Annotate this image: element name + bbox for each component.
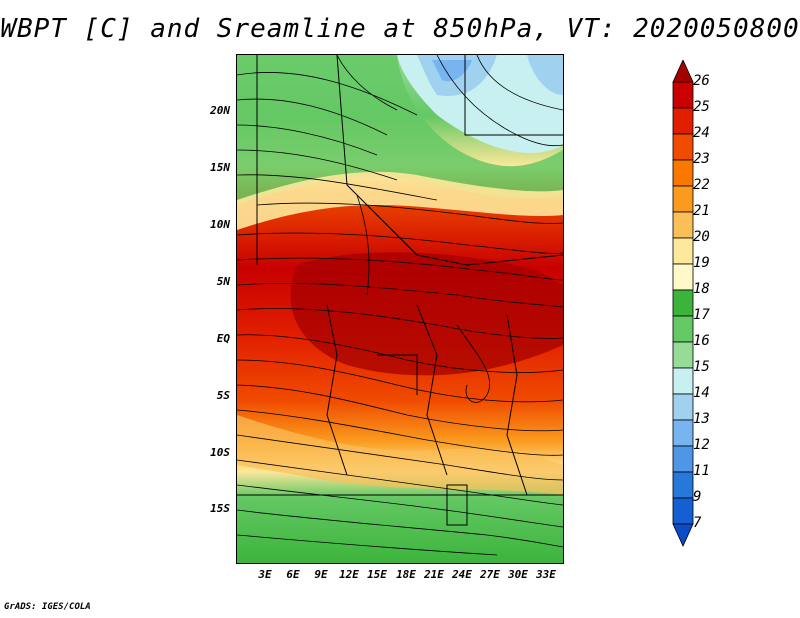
- colorbar-label: 14: [693, 385, 710, 401]
- colorbar-swatch: [672, 471, 694, 499]
- colorbar-label: 17: [693, 307, 710, 323]
- colorbar-swatch: [672, 497, 694, 525]
- colorbar-swatch: [672, 159, 694, 187]
- colorbar-swatch: [672, 237, 694, 265]
- colorbar-label: 20: [693, 229, 710, 245]
- lat-label-5n: 5N: [216, 275, 230, 288]
- colorbar-label: 18: [693, 281, 710, 297]
- map-panel: [236, 54, 564, 564]
- lon-label-33e: 33E: [536, 568, 556, 581]
- colorbar-label: 22: [693, 177, 710, 193]
- lon-label-18e: 18E: [396, 568, 416, 581]
- colorbar-label: 23: [693, 151, 710, 167]
- colorbar: [672, 60, 694, 547]
- colorbar-swatch: [672, 341, 694, 369]
- colorbar-swatch: [672, 81, 694, 109]
- lat-label-15s: 15S: [210, 502, 230, 515]
- colorbar-swatch: [672, 133, 694, 161]
- colorbar-bottom-arrow: [672, 523, 694, 547]
- lon-label-3e: 3E: [258, 568, 272, 581]
- lat-label-10s: 10S: [210, 446, 230, 459]
- lon-label-27e: 27E: [480, 568, 500, 581]
- colorbar-top-arrow: [672, 60, 694, 83]
- colorbar-label: 9: [693, 489, 702, 505]
- colorbar-label: 26: [693, 73, 710, 89]
- colorbar-label: 24: [693, 125, 710, 141]
- colorbar-swatch: [672, 315, 694, 343]
- streamlines: [237, 55, 563, 556]
- grads-credit: GrADS: IGES/COLA: [4, 602, 91, 612]
- colorbar-swatch: [672, 289, 694, 317]
- wbpt-field: [237, 55, 563, 563]
- colorbar-swatch: [672, 367, 694, 395]
- lon-label-24e: 24E: [452, 568, 472, 581]
- lon-label-21e: 21E: [424, 568, 444, 581]
- colorbar-swatch: [672, 393, 694, 421]
- colorbar-label: 25: [693, 99, 710, 115]
- country-borders: [237, 55, 563, 526]
- colorbar-swatch: [672, 263, 694, 291]
- colorbar-swatch: [672, 107, 694, 135]
- colorbar-label: 11: [693, 463, 710, 479]
- lon-label-9e: 9E: [314, 568, 328, 581]
- colorbar-swatch: [672, 419, 694, 447]
- lat-label-5s: 5S: [216, 389, 230, 402]
- lon-label-15e: 15E: [367, 568, 387, 581]
- lon-label-30e: 30E: [508, 568, 528, 581]
- colorbar-swatch: [672, 445, 694, 473]
- colorbar-label: 13: [693, 411, 710, 427]
- lat-label-15n: 15N: [210, 161, 230, 174]
- colorbar-swatch: [672, 211, 694, 239]
- lat-label-eq: EQ: [216, 332, 230, 345]
- map-title: WBPT [C] and Sreamline at 850hPa, VT: 20…: [0, 14, 800, 44]
- lat-label-10n: 10N: [210, 218, 230, 231]
- colorbar-label: 21: [693, 203, 710, 219]
- colorbar-swatch: [672, 185, 694, 213]
- lon-label-12e: 12E: [339, 568, 359, 581]
- lat-label-20n: 20N: [210, 104, 230, 117]
- colorbar-label: 15: [693, 359, 710, 375]
- colorbar-label: 16: [693, 333, 710, 349]
- colorbar-label: 12: [693, 437, 710, 453]
- colorbar-label: 19: [693, 255, 710, 271]
- lon-label-6e: 6E: [286, 568, 300, 581]
- colorbar-label: 7: [693, 515, 702, 531]
